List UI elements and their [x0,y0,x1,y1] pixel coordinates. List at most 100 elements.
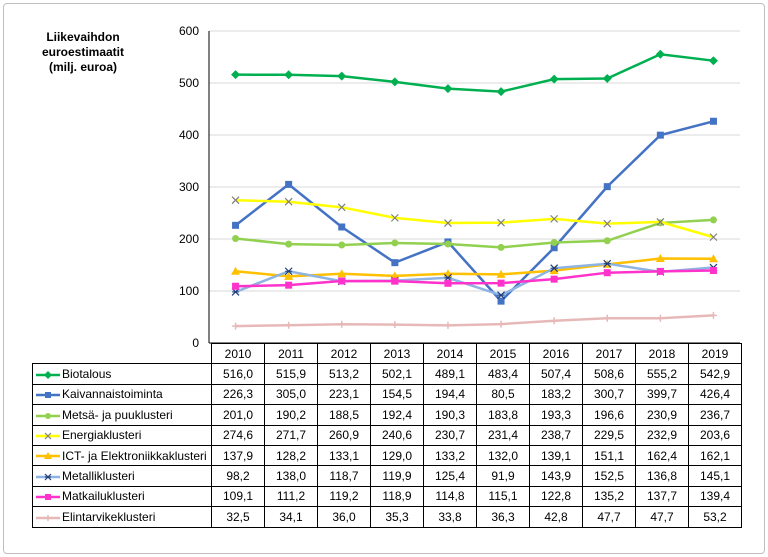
data-label: 132,0 [476,444,530,467]
x-tick-label: 2017 [582,342,636,365]
data-label: 137,7 [635,485,689,508]
data-point [550,238,558,246]
data-label: 135,2 [582,485,636,508]
data-label: 145,1 [688,465,742,487]
data-label: 190,2 [264,404,318,426]
data-point [391,239,399,247]
data-point [44,432,52,440]
data-label: 119,9 [370,465,424,487]
table-corner [32,343,212,364]
data-point [709,117,717,125]
data-label: 36,3 [476,506,530,528]
data-point [285,240,293,248]
data-point [337,71,347,81]
data-label: 80,5 [476,383,530,406]
y-tick-label: 200 [179,232,199,246]
table-row: ICT- ja Elektroniikkaklusteri 137,9 128,2 1… [32,444,742,467]
data-table: 2010 2011 2012 2013 2014 2015 2016 2017 2018 2019… [32,342,742,528]
data-label: 555,2 [635,363,689,385]
table-row: Matkailuklusteri 109,1 111,2 119,2 118,9 114,… [32,485,742,508]
table-row: Metalliklusteri 98,2 138,0 118,7 119,9 125,4 9… [32,465,742,487]
data-label: 122,8 [529,485,583,508]
data-point [550,264,559,273]
legend-label: Biotalous [62,367,112,382]
data-point [338,320,346,328]
x-tick-label: 2015 [476,342,530,365]
data-point [550,244,558,252]
data-point [45,514,51,521]
data-label: 226,3 [211,383,265,406]
data-point [497,279,505,287]
data-label: 133,2 [423,444,477,467]
legend-label: Kaivannaistoiminta [62,387,163,402]
data-label: 111,2 [264,485,318,508]
data-point [44,452,52,460]
data-point [549,74,559,84]
data-point [232,221,240,229]
x-tick-label: 2016 [529,342,583,365]
data-label: 229,5 [582,424,636,446]
data-point [444,219,452,227]
x-tick-label: 2018 [635,342,689,365]
data-point [603,219,612,228]
data-label: 194,4 [423,383,477,406]
data-label: 508,6 [582,363,636,385]
table-row: Elintarvikeklusteri 32,5 34,1 36,0 35,3 33,8 3… [32,506,742,528]
table-row: Kaivannaistoiminta 226,3 305,0 223,1 154,5 19… [32,383,742,406]
legend-marker-icon [36,452,60,460]
data-label: 305,0 [264,383,318,406]
data-point [656,217,665,226]
data-point [708,254,718,263]
data-point [391,259,399,267]
data-label: 133,1 [317,444,371,467]
data-label: 128,2 [264,444,318,467]
legend-marker-icon [36,370,60,379]
data-point [232,234,240,242]
data-label: 483,4 [476,363,530,385]
table-row: Energiaklusteri 274,6 271,7 260,9 240,6 230,7… [32,424,742,446]
data-label: 201,0 [211,404,265,426]
data-point [390,77,400,87]
data-label: 230,9 [635,404,689,426]
data-point [284,197,293,206]
data-label: 42,8 [529,506,583,528]
series-energiaklusteri [231,196,718,242]
y-tick-label: 0 [192,336,199,350]
data-point [550,275,558,283]
data-label: 119,2 [317,485,371,508]
data-point [444,321,452,329]
x-tick-label: 2019 [688,342,742,365]
data-point [656,314,664,322]
legend-entry: Biotalous [32,363,212,385]
data-label: 114,8 [423,485,477,508]
data-label: 151,1 [582,444,636,467]
legend-marker-icon [36,392,60,399]
data-label: 139,1 [529,444,583,467]
data-label: 232,9 [635,424,689,446]
legend-marker-icon [36,432,60,440]
data-point [709,233,718,242]
data-point [391,277,399,285]
legend-marker-icon [36,514,60,521]
series-line [235,53,714,93]
data-label: 426,4 [688,383,742,406]
data-label: 152,5 [582,465,636,487]
table-row: Biotalous 516,0 515,9 513,2 502,1 489,1 483,4 5… [32,363,742,385]
data-point [390,213,399,222]
data-label: 399,7 [635,383,689,406]
data-point [603,259,612,268]
data-point [338,223,346,231]
x-tick-label: 2010 [211,342,265,365]
data-point [443,84,453,94]
y-tick-label: 300 [179,180,199,194]
data-label: 502,1 [370,363,424,385]
data-point [285,321,293,329]
data-label: 489,1 [423,363,477,385]
data-label: 236,7 [688,404,742,426]
legend-entry: Matkailuklusteri [32,485,212,508]
data-point [655,254,665,263]
data-label: 223,1 [317,383,371,406]
series-line [235,262,714,297]
legend-entry: ICT- ja Elektroniikkaklusteri [32,444,212,467]
y-tick-label: 100 [179,284,199,298]
